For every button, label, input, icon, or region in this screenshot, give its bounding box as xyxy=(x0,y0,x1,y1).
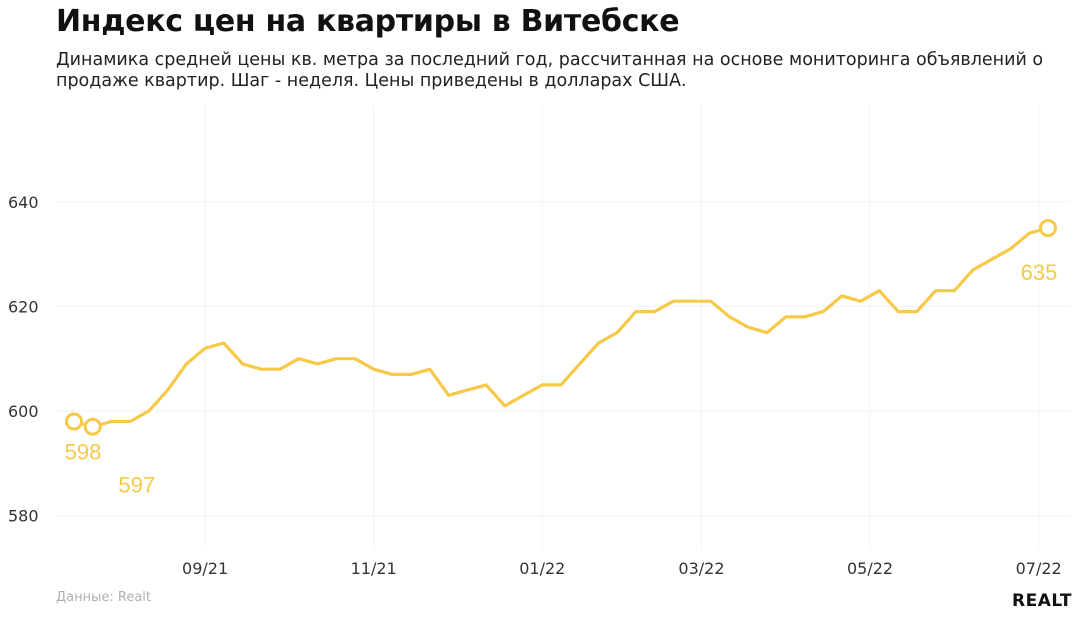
x-tick-label: 07/22 xyxy=(1016,559,1062,578)
y-tick-label: 640 xyxy=(8,193,39,212)
x-tick-label: 09/21 xyxy=(182,559,228,578)
highlight-point xyxy=(65,412,83,431)
chart-title: Индекс цен на квартиры в Витебске xyxy=(56,4,680,39)
y-tick-label: 600 xyxy=(8,402,39,421)
source-note: Данные: Realt xyxy=(56,590,152,605)
point-value-label: 635 xyxy=(1021,260,1058,285)
point-value-label: 598 xyxy=(65,439,102,464)
highlight-point xyxy=(83,417,102,436)
y-tick-label: 580 xyxy=(8,507,39,526)
x-tick-label: 11/21 xyxy=(351,559,397,578)
realt-logo: REALT xyxy=(1012,591,1072,611)
x-tick-label: 03/22 xyxy=(678,559,724,578)
highlight-point xyxy=(1039,218,1057,237)
x-tick-label: 05/22 xyxy=(847,559,893,578)
series-line xyxy=(72,226,1050,429)
x-tick-label: 01/22 xyxy=(519,559,565,578)
point-value-label: 597 xyxy=(118,473,155,498)
y-tick-label: 620 xyxy=(8,297,39,316)
chart-subtitle: Динамика средней цены кв. метра за после… xyxy=(56,50,1044,91)
